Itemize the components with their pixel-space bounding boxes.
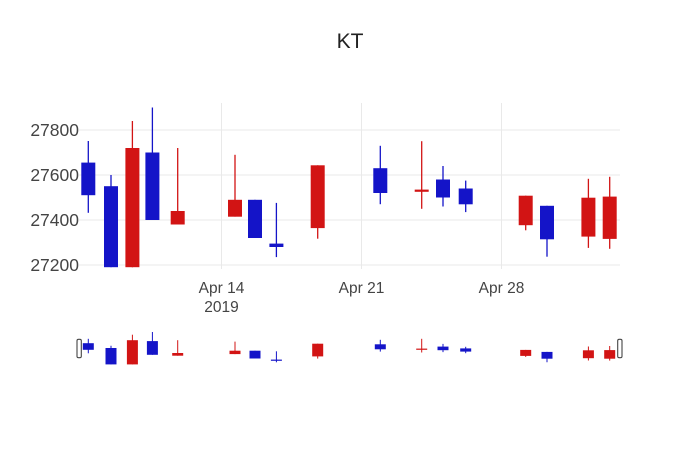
- svg-text:27400: 27400: [30, 210, 79, 230]
- svg-text:Apr 28: Apr 28: [479, 280, 525, 297]
- svg-text:Apr 21: Apr 21: [339, 280, 385, 297]
- svg-text:2019: 2019: [204, 299, 238, 316]
- svg-text:27800: 27800: [30, 120, 79, 140]
- svg-text:27600: 27600: [30, 165, 79, 185]
- svg-text:27200: 27200: [30, 255, 79, 275]
- svg-text:Apr 14: Apr 14: [199, 280, 245, 297]
